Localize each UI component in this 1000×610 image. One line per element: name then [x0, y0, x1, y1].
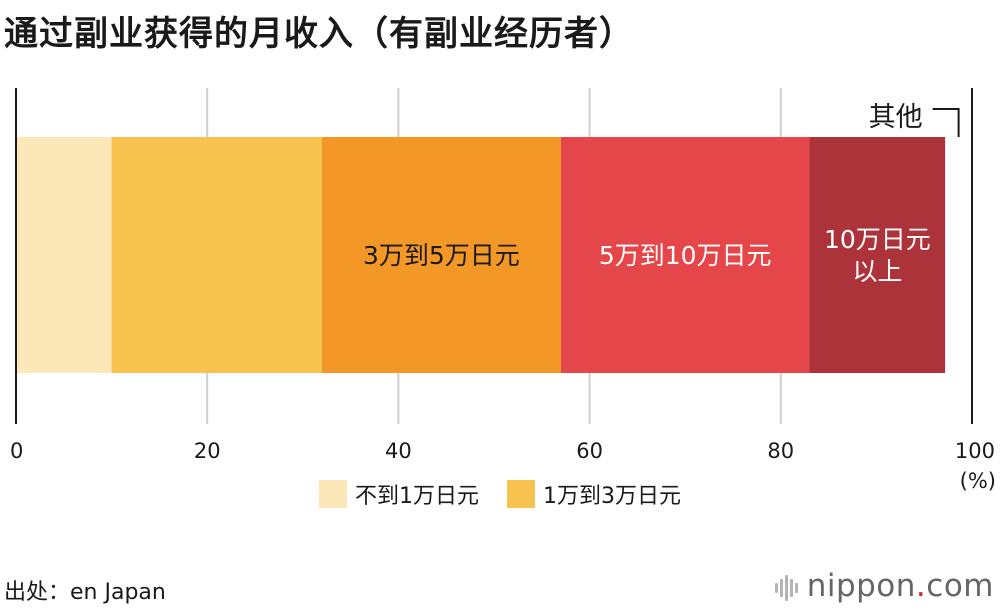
unit-label: (%) [960, 469, 996, 493]
source-note: 出处：en Japan [4, 580, 166, 605]
segment-label: 以上 [852, 257, 902, 286]
x-tick-label: 60 [576, 439, 603, 463]
bar-segment [560, 137, 810, 373]
legend-item-under-10k: 不到1万日元 [319, 478, 479, 510]
x-tick-label: 80 [767, 439, 794, 463]
brand-dot: . [915, 568, 927, 604]
bar-segment [809, 137, 946, 373]
legend-label: 1万到3万日元 [543, 484, 681, 509]
chart-legend: 不到1万日元 1万到3万日元 [0, 478, 1000, 510]
legend-item-10k-30k: 1万到3万日元 [507, 478, 681, 510]
x-tick-label: 20 [194, 439, 221, 463]
bar-segment [321, 137, 561, 373]
legend-label: 不到1万日元 [355, 484, 479, 509]
nippon-com-logo: nippon. com [774, 568, 994, 604]
segment-label: 10万日元 [824, 225, 931, 254]
callout-leader [932, 108, 960, 137]
callout-label: 其他 [869, 102, 923, 133]
bar-segment [16, 137, 112, 373]
chart-title: 通过副业获得的月收入（有副业经历者） [4, 14, 634, 54]
bar-segment [945, 137, 972, 373]
brand-suffix: com [926, 568, 994, 604]
x-tick-label: 100 [955, 439, 995, 463]
segment-label: 3万到5万日元 [363, 241, 520, 270]
soundwave-icon [774, 568, 799, 604]
segment-label: 5万到10万日元 [599, 241, 772, 270]
legend-swatch [507, 480, 535, 508]
legend-swatch [319, 480, 347, 508]
bar-segment [111, 137, 322, 373]
x-tick-label: 0 [10, 439, 23, 463]
x-tick-label: 40 [385, 439, 412, 463]
brand-name: nippon [806, 568, 916, 604]
